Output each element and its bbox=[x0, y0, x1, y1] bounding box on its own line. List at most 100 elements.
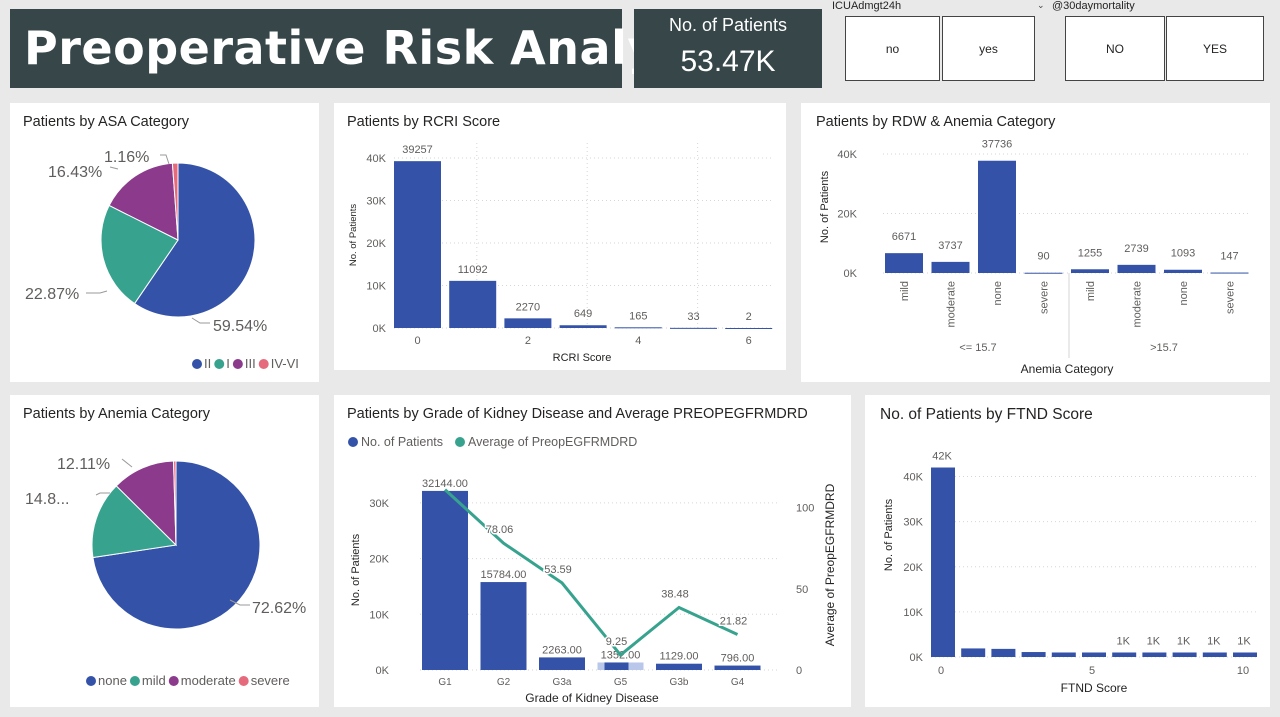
data-label: 1093 bbox=[1171, 248, 1195, 260]
legend-marker-egfr bbox=[455, 437, 465, 447]
kpi-card-patients: No. of Patients 53.47K bbox=[634, 9, 822, 88]
bar-rcri-1 bbox=[449, 280, 497, 328]
bar-rdw-mild bbox=[1071, 269, 1109, 273]
y-tick-label: 10K bbox=[366, 281, 386, 293]
x-tick-label: 4 bbox=[635, 335, 641, 347]
x-axis-title: Anemia Category bbox=[1021, 362, 1114, 376]
bar-kidney-core bbox=[604, 662, 629, 670]
x-group-label: <= 15.7 bbox=[959, 342, 996, 354]
legend-marker-II bbox=[192, 359, 202, 369]
y-tick-label: 30K bbox=[369, 498, 389, 510]
pie-slice-IV-VI bbox=[171, 162, 179, 241]
y-tick-label: 0K bbox=[376, 665, 390, 677]
pie-value-label: 22.87% bbox=[25, 286, 79, 303]
bar-ftnd-3 bbox=[1021, 652, 1046, 657]
bar-kidney-G4 bbox=[714, 665, 761, 670]
bar-rdw-none bbox=[978, 160, 1016, 273]
pie-value-label: 72.62% bbox=[252, 600, 306, 617]
slicer-title-mortality: @30daymortality bbox=[1052, 0, 1135, 12]
pie-value-label: 12.11% bbox=[57, 456, 110, 473]
y-tick-label: 20K bbox=[366, 238, 386, 250]
kpi-value: 53.47K bbox=[680, 45, 776, 78]
y-tick-label: 0K bbox=[910, 652, 924, 664]
slicer-option-mortality-no[interactable]: NO bbox=[1065, 16, 1165, 81]
leader-line bbox=[121, 458, 133, 468]
data-label: 1K bbox=[1207, 635, 1221, 647]
x-tick-label: moderate bbox=[1132, 281, 1144, 327]
report-title: Preoperative Risk Analysis bbox=[24, 21, 730, 75]
bar-ftnd-2 bbox=[991, 648, 1016, 657]
legend-label-II: II bbox=[204, 356, 211, 371]
legend-marker-patients bbox=[348, 437, 358, 447]
bar-ftnd-8 bbox=[1172, 652, 1197, 657]
x-tick-label: none bbox=[1178, 281, 1190, 305]
pie-value-label: 14.8... bbox=[25, 491, 69, 508]
data-label: 1K bbox=[1237, 635, 1251, 647]
data-label: 2 bbox=[746, 311, 752, 323]
bar-rcri-2 bbox=[504, 318, 552, 328]
x-tick-label: mild bbox=[899, 281, 911, 301]
chart-title: Patients by Grade of Kidney Disease and … bbox=[347, 406, 808, 422]
chart-title: Patients by ASA Category bbox=[23, 114, 190, 130]
y2-tick-label: 100 bbox=[796, 503, 814, 515]
x-tick-label: G1 bbox=[438, 677, 452, 688]
data-label: 90 bbox=[1037, 251, 1049, 263]
data-label: 649 bbox=[574, 308, 592, 320]
bar-rdw-moderate bbox=[931, 261, 970, 273]
data-label: 1K bbox=[1147, 635, 1161, 647]
line-data-label: 78.06 bbox=[486, 524, 514, 536]
data-label: 33 bbox=[687, 311, 699, 323]
legend-label-moderate: moderate bbox=[181, 673, 236, 688]
y-tick-label: 20K bbox=[903, 562, 923, 574]
asa-pie-chart: 59.54%22.87%16.43%1.16%II I III IV-VI bbox=[25, 149, 299, 371]
line-data-label: 38.48 bbox=[661, 588, 689, 600]
data-label: 165 bbox=[629, 310, 647, 322]
slicer-option-icu-no[interactable]: no bbox=[845, 16, 940, 81]
data-label: 1K bbox=[1177, 635, 1191, 647]
data-label: 3737 bbox=[938, 240, 962, 252]
slicer-option-mortality-yes[interactable]: YES bbox=[1166, 16, 1264, 81]
bar-rdw-severe bbox=[1210, 272, 1249, 274]
panel-rdw: Patients by RDW & Anemia Category 0K 20K 4… bbox=[801, 103, 1270, 382]
report-title-banner: Preoperative Risk Analysis bbox=[10, 9, 729, 88]
pie-slice-I bbox=[100, 204, 179, 305]
data-label: 6671 bbox=[892, 231, 916, 243]
slicer-option-icu-yes[interactable]: yes bbox=[942, 16, 1035, 81]
bar-kidney-G3a bbox=[539, 657, 585, 670]
x-tick-label: G2 bbox=[497, 677, 511, 688]
y-axis-title: No. of Patients bbox=[350, 533, 362, 606]
bar-rdw-moderate bbox=[1117, 264, 1156, 273]
x-tick-label: none bbox=[992, 281, 1004, 305]
y-axis-title: No. of Patients bbox=[883, 498, 895, 571]
chevron-down-icon[interactable]: ⌄ bbox=[1037, 0, 1045, 10]
y-tick-label: 0K bbox=[844, 268, 858, 280]
legend-marker-moderate bbox=[168, 676, 179, 686]
data-label: 2739 bbox=[1124, 243, 1148, 255]
chart-title: Patients by RCRI Score bbox=[347, 114, 501, 130]
bar-ftnd-10 bbox=[1233, 652, 1257, 657]
data-label: 42K bbox=[932, 451, 952, 463]
pie-slice-mild bbox=[91, 485, 178, 559]
bar-ftnd-1 bbox=[961, 648, 986, 657]
bar-rdw-mild bbox=[885, 253, 923, 273]
legend-label-none: none bbox=[98, 673, 127, 688]
bar-ftnd-6 bbox=[1112, 652, 1137, 657]
data-label: 39257 bbox=[402, 144, 433, 156]
x-tick-label: G3b bbox=[670, 677, 689, 688]
chart-title: Patients by RDW & Anemia Category bbox=[816, 114, 1056, 130]
legend-marker-severe bbox=[238, 676, 249, 686]
bar-ftnd-4 bbox=[1051, 652, 1076, 657]
bar-rcri-4 bbox=[614, 327, 662, 329]
line-data-label: 21.82 bbox=[720, 616, 748, 628]
panel-rcri: Patients by RCRI Score 0K 10K 20K 30K 40K 392… bbox=[334, 103, 786, 370]
bar-rcri-6 bbox=[725, 327, 773, 329]
bar-kidney-G3b bbox=[656, 663, 702, 670]
legend-label-mild: mild bbox=[142, 673, 166, 688]
pie-value-label: 59.54% bbox=[213, 318, 267, 335]
line-avg-egfr bbox=[443, 488, 739, 658]
legend-marker-III bbox=[232, 359, 243, 369]
x-tick-label: severe bbox=[1039, 281, 1051, 314]
bar-rdw-severe bbox=[1024, 272, 1063, 274]
bar-ftnd-7 bbox=[1142, 652, 1167, 657]
x-tick-label: mild bbox=[1085, 281, 1097, 301]
